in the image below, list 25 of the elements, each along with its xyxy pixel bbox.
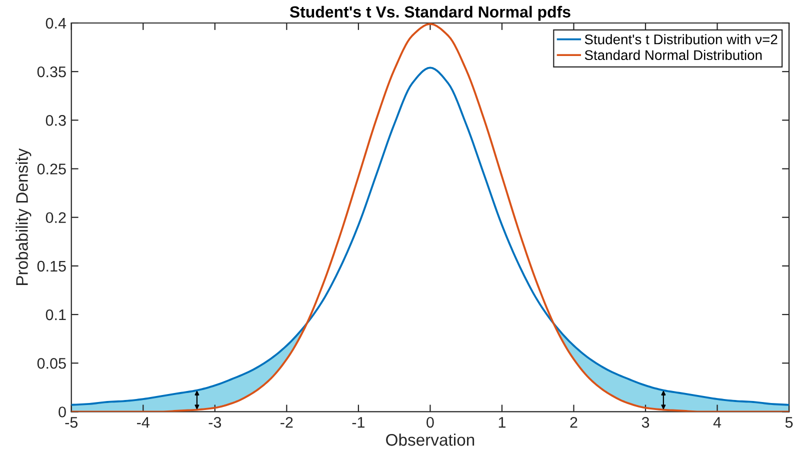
x-tick-label: 2	[570, 416, 578, 428]
x-tick-label: 3	[642, 416, 650, 428]
x-tick-label: -1	[352, 417, 364, 428]
x-tick-label: -5	[65, 417, 78, 428]
y-axis-title: Probability Density	[16, 148, 32, 285]
x-tick-label: -4	[137, 417, 150, 428]
x-tick-label: -3	[208, 416, 222, 428]
legend-label: Student's t Distribution with ν=2	[584, 34, 778, 44]
y-tick-label: 0	[58, 406, 66, 418]
legend-label: Standard Normal Distribution	[584, 50, 762, 60]
x-tick-label: 0	[426, 416, 434, 428]
x-tick-label: 4	[713, 417, 722, 428]
y-tick-label: 0.05	[37, 358, 66, 369]
y-tick-label: 0.35	[37, 66, 66, 78]
y-tick-label: 0.4	[46, 18, 66, 29]
x-axis-title: Observation	[386, 434, 474, 446]
y-tick-label: 0.25	[37, 164, 66, 174]
x-tick-label: 5	[785, 417, 793, 428]
y-tick-label: 0.2	[46, 212, 66, 224]
y-tick-label: 0.3	[46, 115, 66, 126]
x-tick-label: 1	[498, 417, 506, 428]
x-tick-label: -2	[280, 416, 293, 428]
y-tick-label: 0.15	[37, 260, 66, 272]
y-tick-label: 0.1	[46, 309, 66, 320]
chart-title: Student's t Vs. Standard Normal pdfs	[290, 6, 570, 21]
